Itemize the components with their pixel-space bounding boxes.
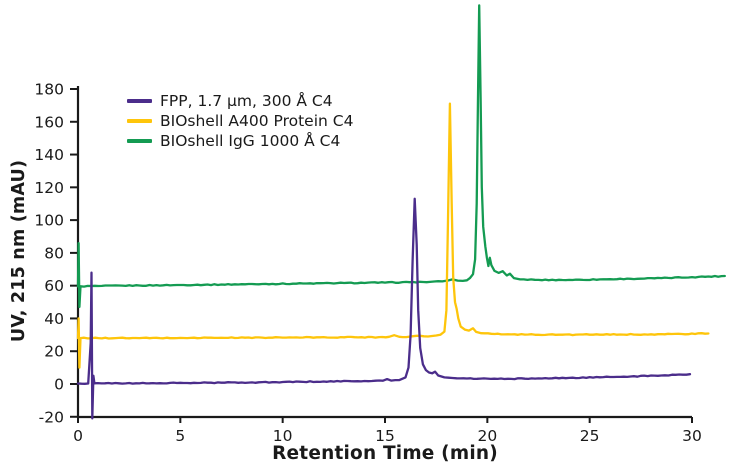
- legend-line-swatch-green-icon: [127, 138, 152, 143]
- x-tick-label: 30: [682, 427, 702, 445]
- x-tick-label: 10: [273, 427, 293, 445]
- x-tick-label: 15: [375, 427, 395, 445]
- y-tick-label: 0: [54, 376, 64, 394]
- y-tick-label: -20: [39, 408, 64, 426]
- legend-item: BIOshell A400 Protein C4: [127, 111, 354, 130]
- trace-bioshell-igg-1000-c4: [76, 4, 726, 309]
- x-tick-label: 25: [580, 427, 600, 445]
- y-tick-label: 160: [34, 113, 64, 131]
- y-tick-label: 140: [34, 146, 64, 164]
- legend-item: BIOshell IgG 1000 Å C4: [127, 131, 353, 150]
- y-tick-label: 180: [34, 80, 64, 98]
- y-tick-label: 80: [44, 244, 64, 262]
- x-tick-label: 0: [73, 427, 83, 445]
- legend-label: BIOshell A400 Protein C4: [160, 111, 354, 130]
- y-tick-label: 40: [44, 310, 64, 328]
- x-axis-title: Retention Time (min): [272, 443, 498, 464]
- legend-item: FPP, 1.7 µm, 300 Å C4: [127, 91, 353, 110]
- legend-label: BIOshell IgG 1000 Å C4: [160, 131, 341, 150]
- legend: FPP, 1.7 µm, 300 Å C4 BIOshell A400 Prot…: [127, 91, 354, 150]
- legend-line-swatch-yellow-icon: [127, 118, 152, 123]
- legend-line-swatch-purple-icon: [127, 98, 152, 103]
- trace-fpp-1-7-m-300-c4: [76, 197, 692, 420]
- legend-label: FPP, 1.7 µm, 300 Å C4: [160, 91, 333, 110]
- y-axis-title: UV, 215 nm (mAU): [9, 159, 29, 343]
- y-tick-label: 100: [34, 212, 64, 230]
- y-tick-label: 60: [44, 277, 64, 295]
- y-tick-label: 20: [44, 343, 64, 361]
- y-tick-label: 120: [34, 179, 64, 197]
- trace-bioshell-a400-protein-c4: [76, 102, 710, 369]
- x-tick-label: 5: [175, 427, 185, 445]
- x-tick-label: 20: [477, 427, 497, 445]
